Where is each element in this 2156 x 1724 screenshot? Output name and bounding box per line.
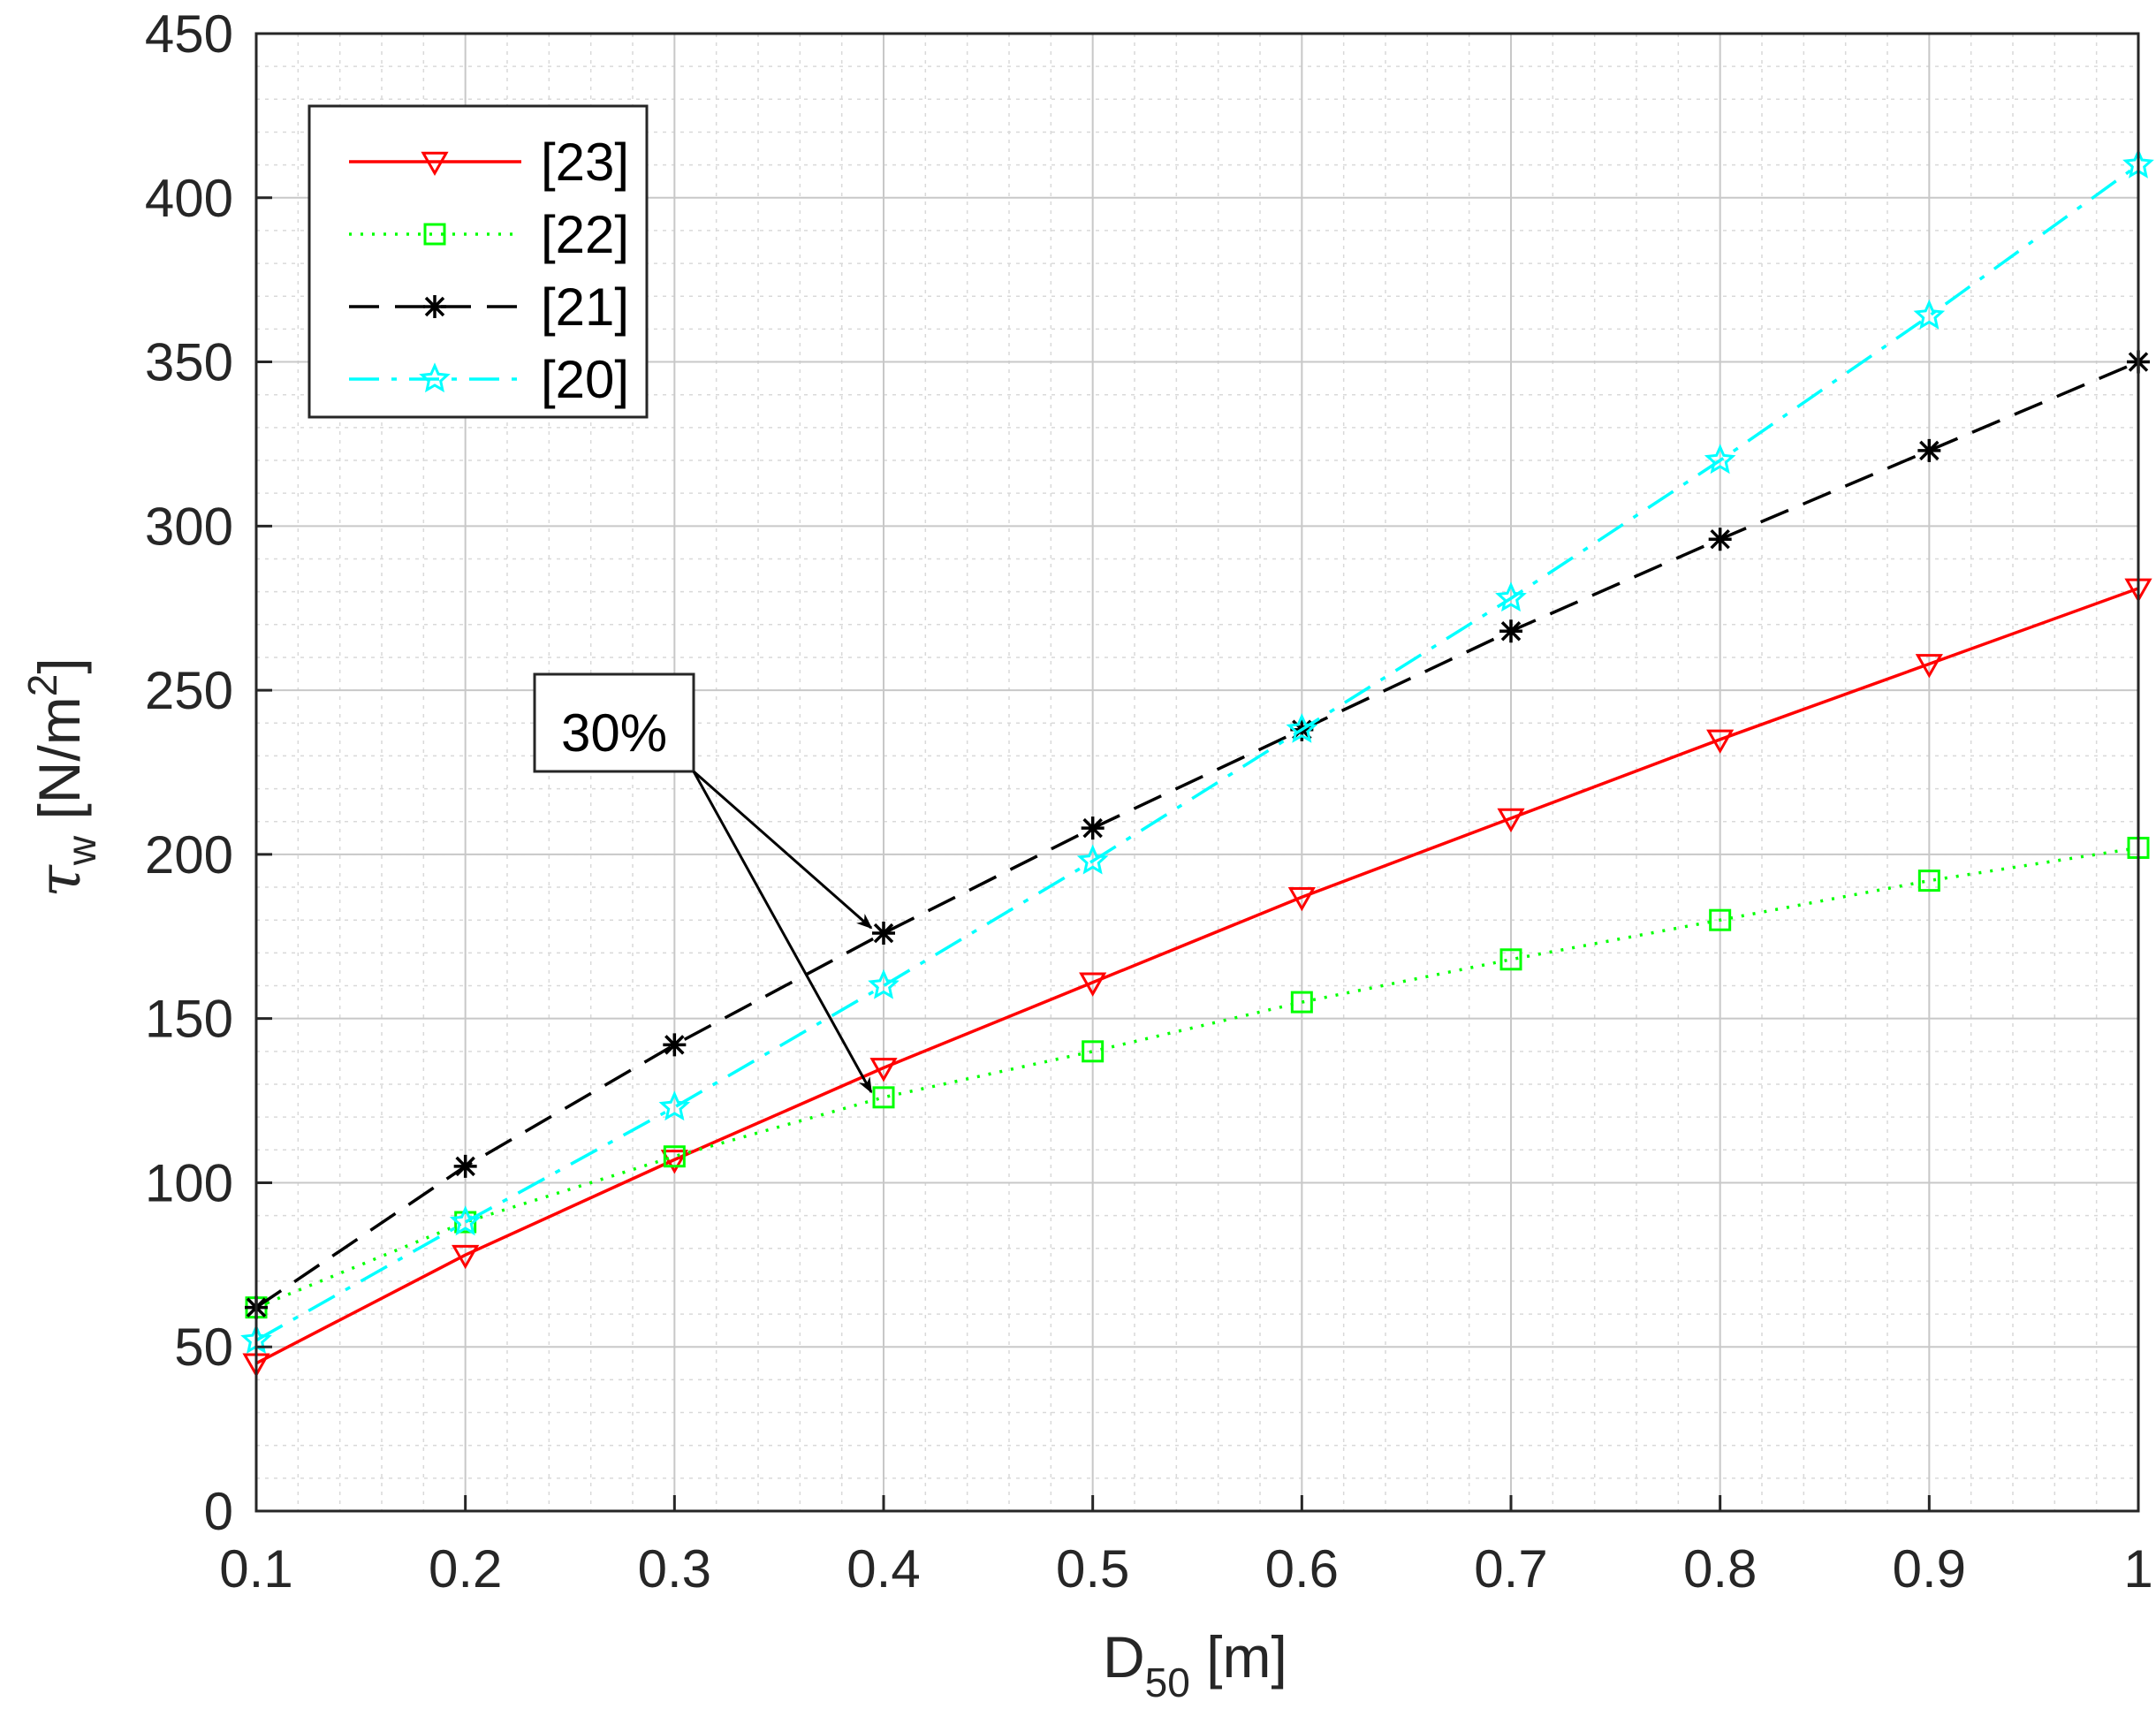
series-layer <box>240 148 2154 1378</box>
y-axis-label-tau: τ <box>26 864 94 898</box>
series-0 <box>242 578 2152 1378</box>
y-axis-label-unit: [N/m <box>27 696 92 836</box>
x-tick-label: 0.4 <box>846 1539 920 1599</box>
legend-label: [20] <box>541 350 629 409</box>
y-axis-label-sup: 2 <box>19 674 65 697</box>
y-axis-ticks: 0 50 100 150 200 250 300 350 400 450 <box>145 4 272 1541</box>
data-point <box>1917 870 1940 892</box>
data-point <box>1704 444 1736 475</box>
y-tick-label: 350 <box>145 333 233 392</box>
data-point <box>1287 886 1316 912</box>
y-tick-label: 200 <box>145 825 233 885</box>
data-point <box>1913 299 1946 330</box>
x-tick-label: 0.7 <box>1474 1539 1547 1599</box>
legend-label: [23] <box>541 133 629 192</box>
y-tick-label: 0 <box>204 1482 233 1541</box>
y-tick-label: 250 <box>145 661 233 720</box>
data-point <box>1706 729 1735 754</box>
data-point <box>872 1086 895 1109</box>
y-tick-label: 50 <box>174 1318 233 1377</box>
plot-frame <box>254 32 2140 1513</box>
data-point <box>1290 991 1313 1014</box>
legend: [23] [22] [21] [20] <box>307 104 649 419</box>
data-point <box>660 1150 688 1174</box>
annotation-30-percent: 30% <box>533 672 873 1094</box>
data-point <box>663 1033 687 1057</box>
legend-marker <box>423 223 446 246</box>
x-tick-label: 0.5 <box>1056 1539 1129 1599</box>
x-axis-label-unit: [m] <box>1190 1624 1287 1690</box>
data-point <box>453 1154 477 1178</box>
y-tick-label: 300 <box>145 497 233 556</box>
data-point <box>1708 528 1732 551</box>
legend-label: [22] <box>541 205 629 264</box>
data-point <box>658 1090 691 1121</box>
data-point <box>663 1145 686 1168</box>
data-point <box>1081 816 1105 840</box>
data-point <box>1286 712 1318 743</box>
x-tick-label: 0.3 <box>638 1539 711 1599</box>
data-point <box>868 968 900 999</box>
data-point <box>1499 619 1522 643</box>
x-axis-label-base: D <box>1103 1624 1145 1690</box>
series-line <box>255 360 2139 1310</box>
data-point <box>1917 438 1941 462</box>
annotation-text: 30% <box>561 703 667 763</box>
data-point <box>1495 581 1527 612</box>
series-3 <box>240 148 2154 1354</box>
series-line <box>255 846 2139 1310</box>
series-line <box>255 163 2140 1342</box>
y-tick-label: 450 <box>145 4 233 64</box>
data-point <box>1082 1040 1105 1063</box>
data-point <box>452 1244 480 1270</box>
legend-marker <box>421 151 449 177</box>
legend-marker <box>419 362 451 393</box>
data-point <box>1499 948 1522 971</box>
y-tick-label: 400 <box>145 169 233 228</box>
annotation-box <box>533 672 695 773</box>
legend-marker <box>423 295 446 318</box>
data-point <box>1076 844 1109 875</box>
x-axis-ticks: 0.1 0.2 0.3 0.4 0.5 0.6 0.7 0.8 0.9 1 <box>219 1495 2153 1599</box>
y-tick-label: 100 <box>145 1153 233 1212</box>
y-axis-label-close: ] <box>27 657 92 673</box>
y-axis-label-sub: w <box>58 835 104 866</box>
data-point <box>872 922 895 946</box>
series-line <box>255 587 2139 1365</box>
x-tick-label: 0.1 <box>219 1539 292 1599</box>
legend-label: [21] <box>541 277 629 337</box>
data-point <box>1915 654 1943 679</box>
x-axis-label: D50 [m] <box>1103 1624 1287 1705</box>
x-tick-label: 0.6 <box>1265 1539 1339 1599</box>
legend-entries: [23] [22] [21] [20] <box>349 133 629 409</box>
data-point <box>869 1058 898 1082</box>
y-tick-label: 150 <box>145 990 233 1049</box>
data-point <box>1709 908 1732 931</box>
y-axis-label: τw [N/m2] <box>19 657 104 897</box>
x-tick-label: 0.9 <box>1893 1539 1966 1599</box>
data-point <box>1497 808 1525 833</box>
x-tick-label: 1 <box>2123 1539 2152 1599</box>
annotation-arrow <box>692 771 873 1094</box>
x-axis-label-sub: 50 <box>1145 1659 1190 1705</box>
data-point <box>449 1205 482 1236</box>
annotation-arrow <box>693 770 873 930</box>
data-point <box>1079 972 1107 997</box>
legend-box <box>307 104 649 419</box>
annotation-arrows <box>692 770 873 1094</box>
x-tick-label: 0.2 <box>429 1539 502 1599</box>
x-tick-label: 0.8 <box>1683 1539 1757 1599</box>
